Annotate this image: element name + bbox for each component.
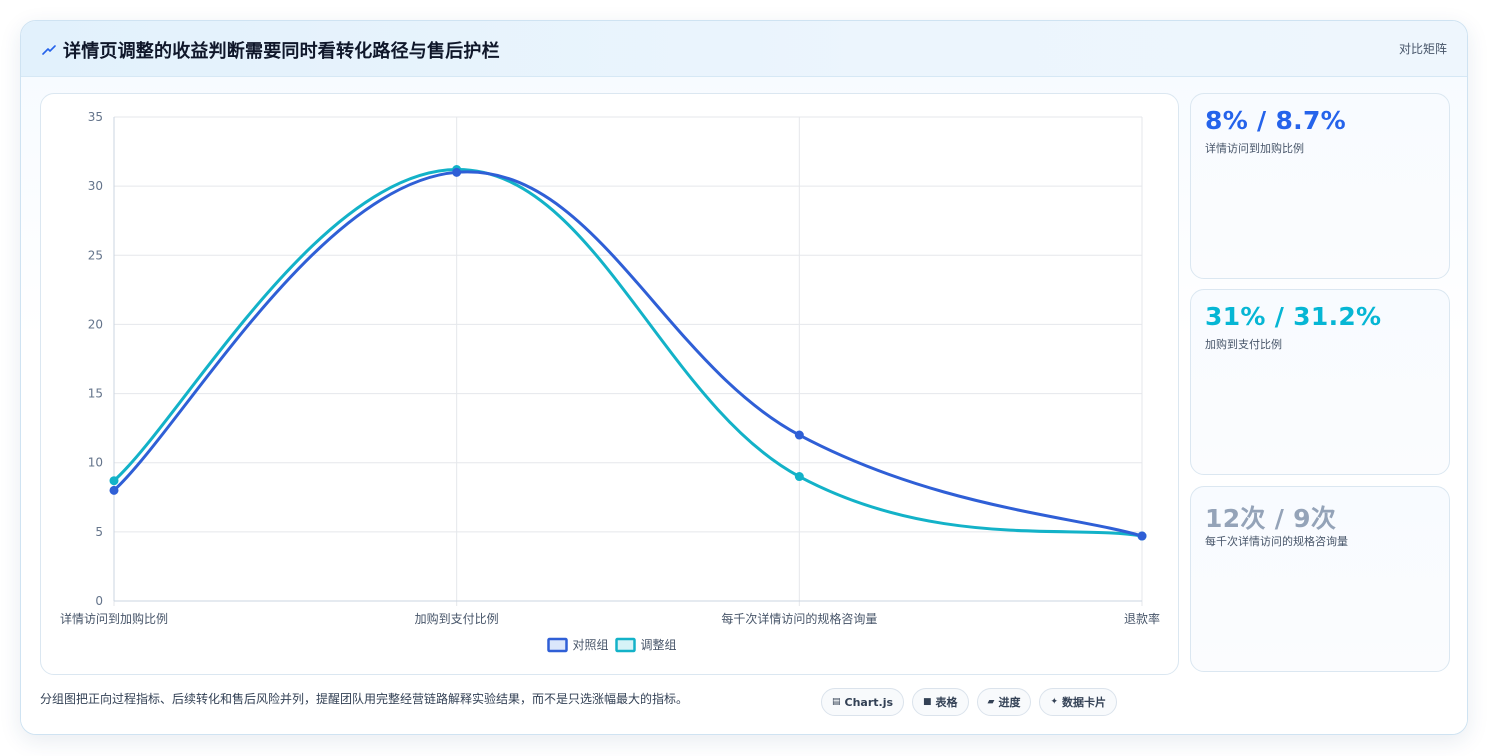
series-line	[112, 168, 1144, 538]
kpi-value: 8% / 8.7%	[1205, 106, 1347, 135]
sparkle-icon: ✦	[1050, 697, 1059, 707]
line-chart: 0 5 10 15 20 25 30 35 详情访问到加购比例 加购到支付比例 每千次详情访问的规格…	[60, 110, 1160, 653]
kpi-card-add-to-cart: 8% / 8.7% 详情访问到加购比例	[1190, 93, 1450, 279]
chip-label: 数据卡片	[1062, 696, 1107, 709]
chart-card: 详情页调整的收益判断需要同时看转化路径与售后护栏 对比矩阵 0 5 10 15 20 25…	[20, 20, 1468, 735]
y-tick-label: 15	[88, 387, 103, 401]
data-point	[1137, 531, 1147, 541]
y-tick-label: 10	[88, 456, 103, 470]
legend-label: 调整组	[641, 637, 677, 652]
kpi-label: 加购到支付比例	[1205, 338, 1282, 351]
data-point	[794, 430, 804, 440]
y-tick-label: 0	[95, 594, 103, 608]
kpi-value: 31% / 31.2%	[1205, 302, 1382, 331]
chip-table[interactable]: ■ 表格	[912, 688, 969, 716]
chip-chartjs[interactable]: ▤ Chart.js	[821, 688, 905, 716]
legend-swatch	[547, 637, 568, 653]
y-tick-label: 25	[88, 248, 103, 262]
chip-data-card[interactable]: ✦ 数据卡片	[1039, 688, 1118, 716]
y-tick-label: 5	[95, 525, 103, 539]
trend-icon	[42, 45, 56, 55]
kpi-value: 12次 / 9次	[1205, 504, 1337, 533]
x-tick-label: 每千次详情访问的规格咨询量	[721, 611, 877, 626]
chip-progress[interactable]: ▰ 进度	[976, 688, 1032, 716]
card-header: 详情页调整的收益判断需要同时看转化路径与售后护栏 对比矩阵	[21, 21, 1467, 77]
kpi-label: 每千次详情访问的规格咨询量	[1205, 535, 1348, 548]
table-icon: ■	[923, 697, 932, 707]
legend-swatch	[615, 637, 636, 653]
kpi-label: 详情访问到加购比例	[1205, 142, 1304, 155]
progress-icon: ▰	[987, 697, 995, 707]
chip-label: Chart.js	[844, 695, 894, 709]
data-point	[109, 476, 119, 486]
page-title: 详情页调整的收益判断需要同时看转化路径与售后护栏	[63, 41, 500, 62]
footer-description: 分组图把正向过程指标、后续转化和售后风险并列，提醒团队用完整经营链路解释实验结果…	[40, 692, 689, 706]
kpi-card-pay: 31% / 31.2% 加购到支付比例	[1190, 289, 1450, 475]
chart-icon: ▤	[832, 697, 841, 707]
series-line	[112, 170, 1144, 538]
data-point	[794, 472, 804, 482]
chip-label: 表格	[935, 696, 958, 709]
x-tick-label: 加购到支付比例	[415, 611, 499, 626]
header-tag: 对比矩阵	[1398, 42, 1447, 56]
chart-panel: 0 5 10 15 20 25 30 35 详情访问到加购比例 加购到支付比例 每千次详情访问的规格…	[40, 93, 1179, 675]
data-point	[452, 167, 462, 177]
kpi-card-inquiry: 12次 / 9次 每千次详情访问的规格咨询量	[1190, 486, 1450, 672]
legend-label: 对照组	[573, 638, 609, 652]
tech-chips: ▤ Chart.js ■ 表格 ▰ 进度 ✦ 数据卡片	[821, 688, 1118, 716]
x-tick-label: 退款率	[1124, 611, 1160, 626]
data-point	[109, 485, 119, 495]
x-tick-label: 详情访问到加购比例	[60, 611, 168, 626]
chip-label: 进度	[998, 696, 1021, 709]
y-tick-label: 35	[88, 110, 103, 124]
y-tick-label: 30	[88, 179, 103, 193]
y-tick-label: 20	[88, 317, 103, 331]
